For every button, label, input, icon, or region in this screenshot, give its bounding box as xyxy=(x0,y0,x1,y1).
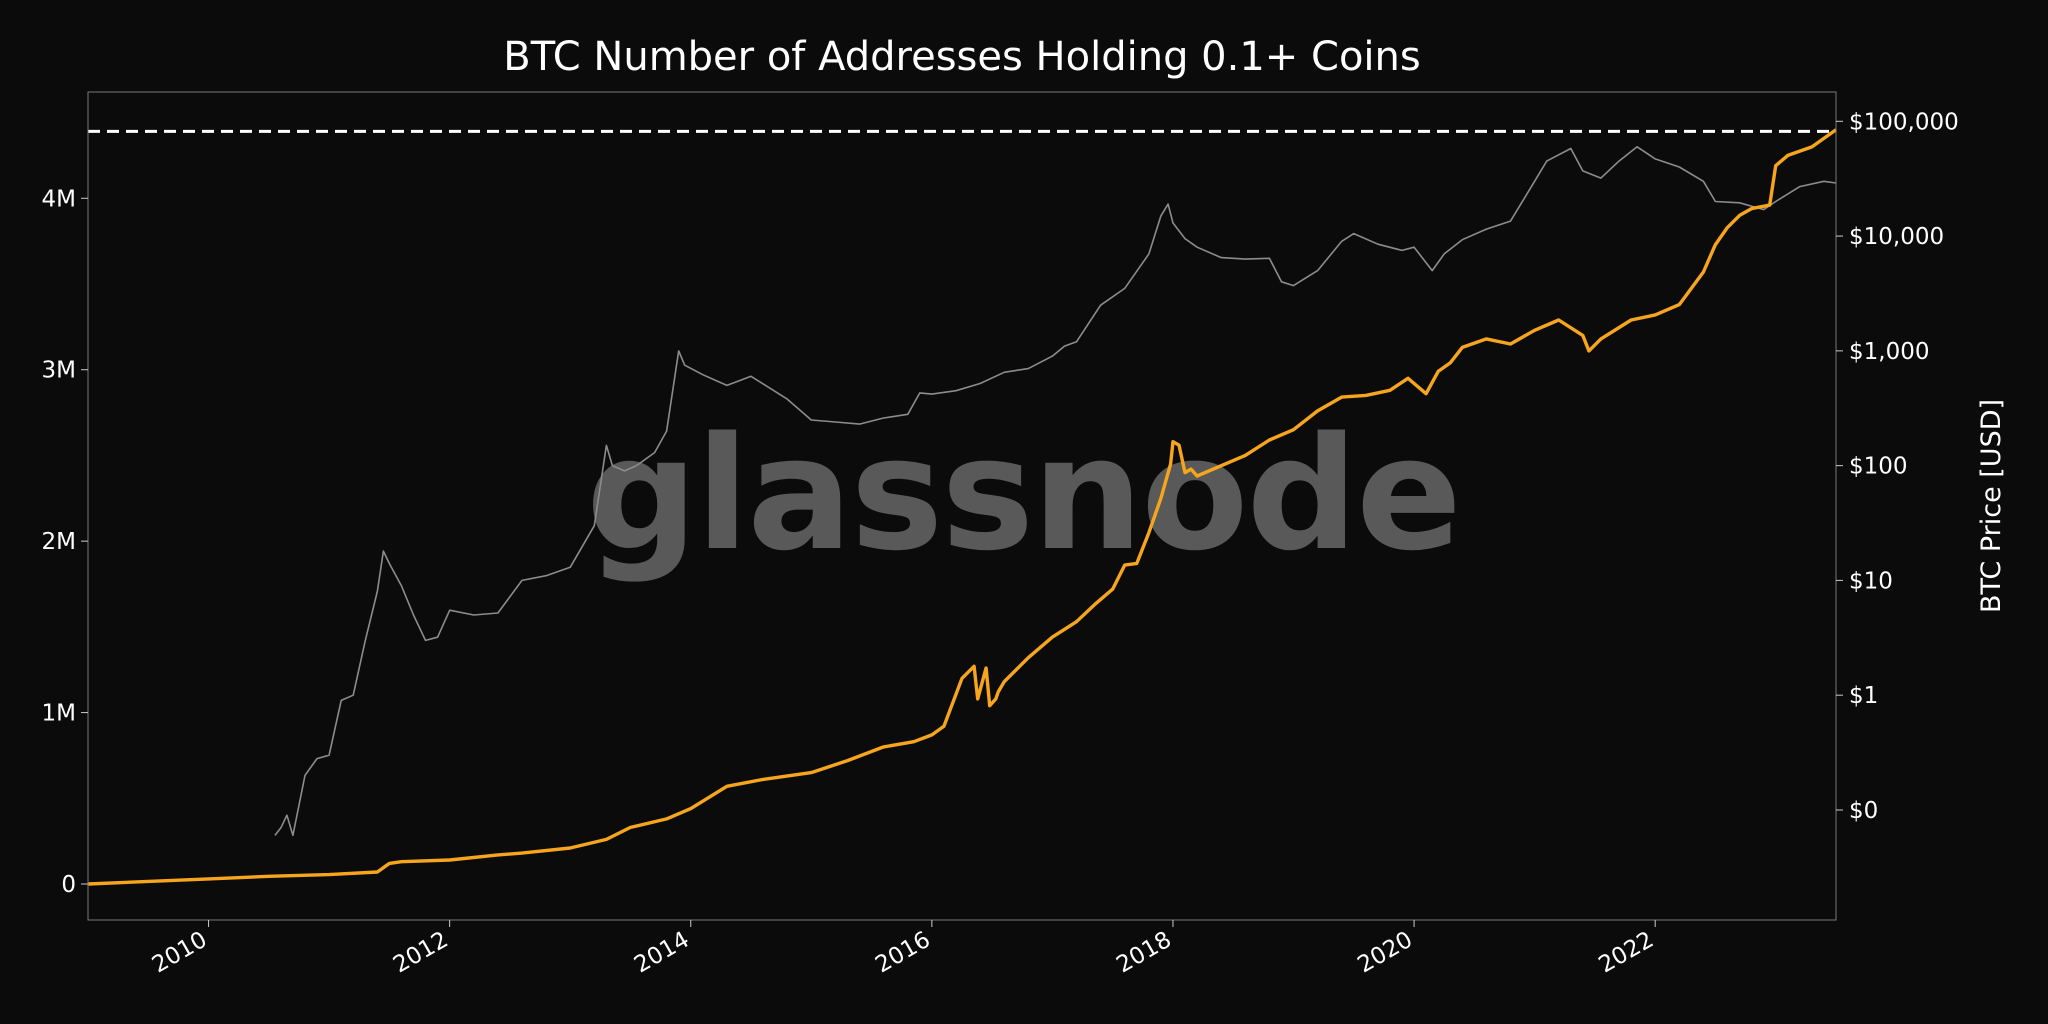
addresses-line xyxy=(87,128,1837,886)
price-line xyxy=(274,146,1837,837)
chart-title: BTC Number of Addresses Holding 0.1+ Coi… xyxy=(503,34,1420,80)
right-axis: $0 $1 $10 $100 $1,000 $10,000 $100,000 xyxy=(1836,109,1959,824)
right-tick-label: $100 xyxy=(1849,454,1908,480)
right-tick-label: $10 xyxy=(1849,568,1893,594)
plot-frame xyxy=(87,91,1837,921)
right-tick-label: $0 xyxy=(1849,798,1878,824)
left-tick-label: 0 xyxy=(61,872,76,898)
right-tick-label: $100,000 xyxy=(1849,109,1959,135)
right-axis-label: BTC Price [USD] xyxy=(1976,399,2007,613)
left-tick-label: 2M xyxy=(42,529,76,555)
left-axis: 0 1M 2M 3M 4M xyxy=(42,186,88,898)
left-tick-label: 1M xyxy=(42,701,76,727)
plot-marks xyxy=(87,128,1837,886)
right-tick-label: $1,000 xyxy=(1849,339,1929,365)
right-tick-label: $1 xyxy=(1849,683,1878,709)
right-tick-label: $10,000 xyxy=(1849,224,1944,250)
left-tick-label: 4M xyxy=(42,186,76,212)
watermark: glassnode xyxy=(586,403,1460,585)
left-tick-label: 3M xyxy=(42,358,76,384)
